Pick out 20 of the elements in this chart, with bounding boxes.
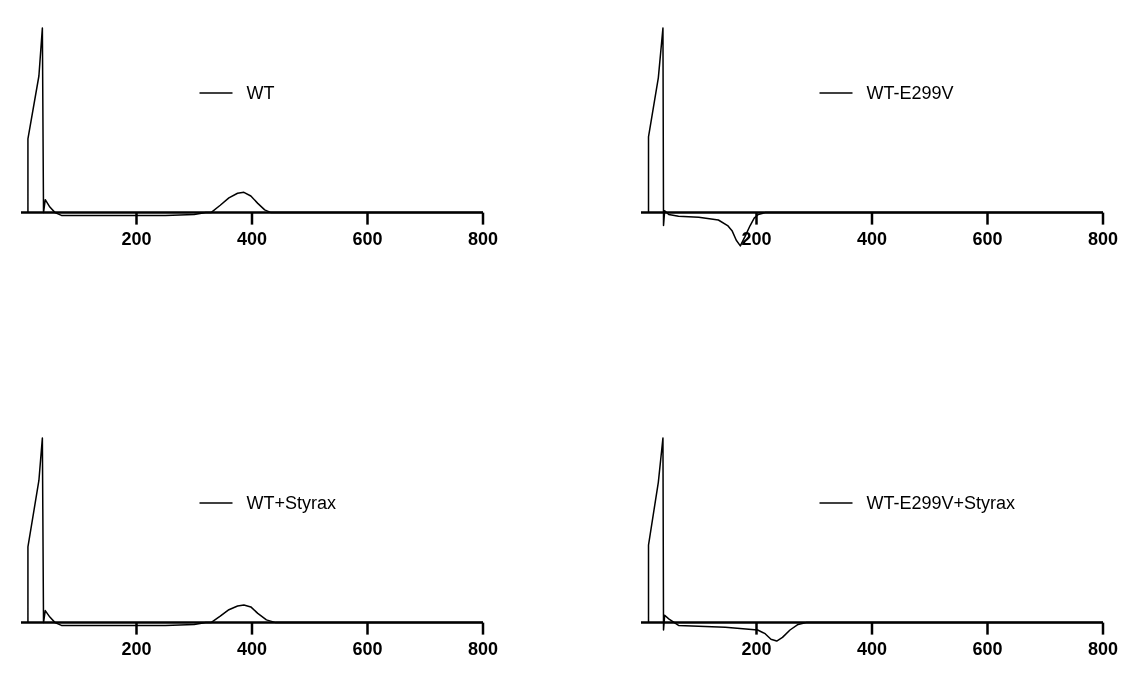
x-tick-label: 200 [121,638,152,659]
x-tick-label: 800 [1087,638,1119,659]
x-tick-label: 400 [856,228,888,249]
legend-label: WT [246,83,275,103]
x-tick-label: 200 [121,228,152,249]
x-tick-label: 600 [972,638,1003,659]
x-tick-label: 800 [467,228,499,249]
x-tick-label: 400 [856,638,888,659]
x-tick-label: 200 [741,228,772,249]
x-tick-label: 600 [352,228,383,249]
legend-label: WT-E299V [866,83,954,103]
x-tick-label: 800 [1087,228,1119,249]
x-tick-label: 400 [236,228,268,249]
legend-label: WT-E299V+Styrax [866,493,1016,513]
x-tick-label: 200 [741,638,772,659]
x-tick-label: 800 [467,638,499,659]
x-tick-label: 600 [972,228,1003,249]
legend-label: WT+Styrax [246,493,337,513]
x-tick-label: 600 [352,638,383,659]
x-tick-label: 400 [236,638,268,659]
